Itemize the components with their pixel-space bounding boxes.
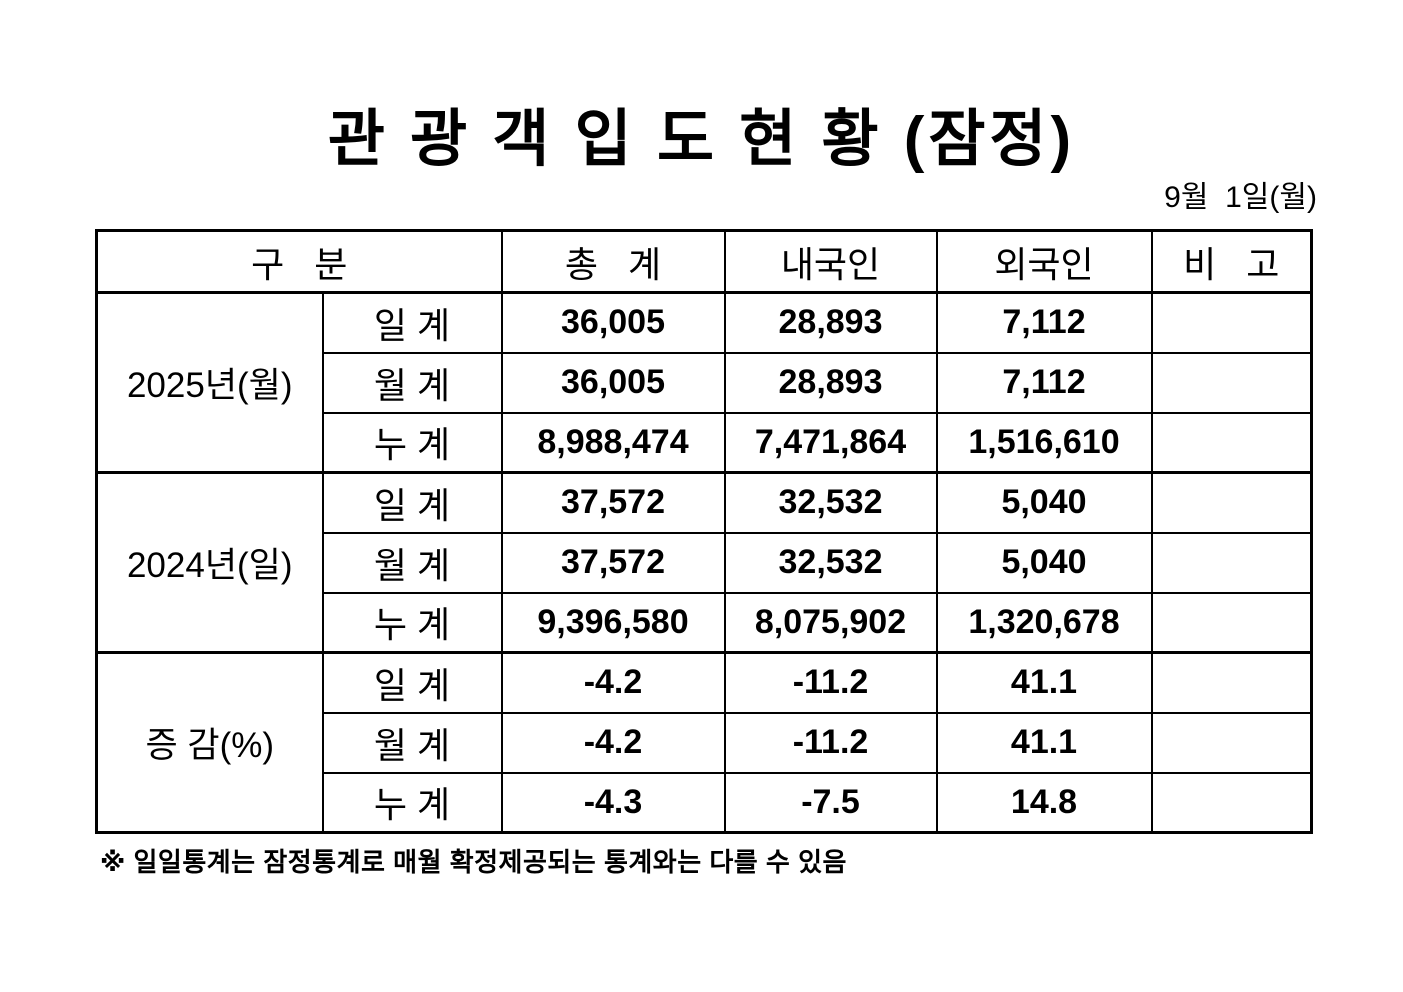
cell-note bbox=[1150, 471, 1313, 534]
cell-total: 37,572 bbox=[500, 531, 726, 594]
cell-foreign: 41.1 bbox=[935, 711, 1153, 774]
table-row: 2025년(월) 일 계 36,005 28,893 7,112 bbox=[95, 291, 1313, 474]
cell-total: 9,396,580 bbox=[500, 591, 726, 654]
table-row: 월 계 37,572 32,532 5,040 bbox=[97, 531, 1313, 594]
cell-foreign: 41.1 bbox=[935, 651, 1153, 714]
cell-domestic: 8,075,902 bbox=[723, 591, 938, 654]
row-label: 월 계 bbox=[321, 351, 503, 414]
cell-total: -4.2 bbox=[500, 651, 726, 714]
row-group-label-2025: 2025년(월) bbox=[95, 291, 324, 474]
cell-foreign: 1,320,678 bbox=[935, 591, 1153, 654]
cell-total: 37,572 bbox=[500, 471, 726, 534]
cell-domestic: -11.2 bbox=[723, 711, 938, 774]
row-group-label-change: 증 감(%) bbox=[95, 651, 324, 834]
row-group-label-2024: 2024년(일) bbox=[95, 471, 324, 654]
cell-note bbox=[1150, 651, 1313, 714]
cell-total: 36,005 bbox=[500, 351, 726, 414]
table-row: 월 계 36,005 28,893 7,112 bbox=[97, 351, 1313, 414]
column-header-note: 비 고 bbox=[1150, 229, 1313, 294]
cell-note bbox=[1150, 531, 1313, 594]
footnote: ※ 일일통계는 잠정통계로 매월 확정제공되는 통계와는 다를 수 있음 bbox=[100, 847, 847, 877]
table-header-row: 구 분 총 계 내국인 외국인 비 고 bbox=[95, 229, 1313, 294]
row-label: 일 계 bbox=[321, 651, 503, 714]
cell-domestic: -7.5 bbox=[723, 771, 938, 834]
cell-foreign: 14.8 bbox=[935, 771, 1153, 834]
column-header-foreign: 외국인 bbox=[935, 229, 1153, 294]
statistics-table: 구 분 총 계 내국인 외국인 비 고 2025년(월) 일 계 36,005 … bbox=[95, 229, 1313, 834]
cell-total: -4.3 bbox=[500, 771, 726, 834]
cell-total: -4.2 bbox=[500, 711, 726, 774]
cell-domestic: 32,532 bbox=[723, 531, 938, 594]
cell-foreign: 7,112 bbox=[935, 291, 1153, 354]
cell-note bbox=[1150, 351, 1313, 414]
table-row: 누 계 8,988,474 7,471,864 1,516,610 bbox=[97, 411, 1313, 474]
cell-foreign: 1,516,610 bbox=[935, 411, 1153, 474]
cell-domestic: 32,532 bbox=[723, 471, 938, 534]
table-row: 2024년(일) 일 계 37,572 32,532 5,040 bbox=[95, 471, 1313, 654]
cell-domestic: 28,893 bbox=[723, 291, 938, 354]
cell-note bbox=[1150, 591, 1313, 654]
table-row: 누 계 -4.3 -7.5 14.8 bbox=[97, 771, 1313, 834]
row-label: 월 계 bbox=[321, 531, 503, 594]
cell-domestic: 7,471,864 bbox=[723, 411, 938, 474]
cell-foreign: 5,040 bbox=[935, 531, 1153, 594]
table-row: 누 계 9,396,580 8,075,902 1,320,678 bbox=[97, 591, 1313, 654]
column-header-domestic: 내국인 bbox=[723, 229, 938, 294]
cell-domestic: 28,893 bbox=[723, 351, 938, 414]
cell-foreign: 7,112 bbox=[935, 351, 1153, 414]
cell-note bbox=[1150, 711, 1313, 774]
table-row: 증 감(%) 일 계 -4.2 -11.2 41.1 bbox=[95, 651, 1313, 834]
row-label: 일 계 bbox=[321, 471, 503, 534]
row-label: 누 계 bbox=[321, 411, 503, 474]
cell-note bbox=[1150, 411, 1313, 474]
cell-domestic: -11.2 bbox=[723, 651, 938, 714]
table-row: 월 계 -4.2 -11.2 41.1 bbox=[97, 711, 1313, 774]
document-title: 관 광 객 입 도 현 황 (잠정) bbox=[327, 105, 1076, 174]
row-label: 누 계 bbox=[321, 591, 503, 654]
cell-note bbox=[1150, 771, 1313, 834]
row-label: 누 계 bbox=[321, 771, 503, 834]
row-label: 일 계 bbox=[321, 291, 503, 354]
cell-total: 8,988,474 bbox=[500, 411, 726, 474]
cell-foreign: 5,040 bbox=[935, 471, 1153, 534]
cell-note bbox=[1150, 291, 1313, 354]
column-header-category: 구 분 bbox=[95, 229, 503, 294]
column-header-total: 총 계 bbox=[500, 229, 726, 294]
row-label: 월 계 bbox=[321, 711, 503, 774]
cell-total: 36,005 bbox=[500, 291, 726, 354]
report-date: 9월 1일(월) bbox=[1164, 181, 1317, 214]
